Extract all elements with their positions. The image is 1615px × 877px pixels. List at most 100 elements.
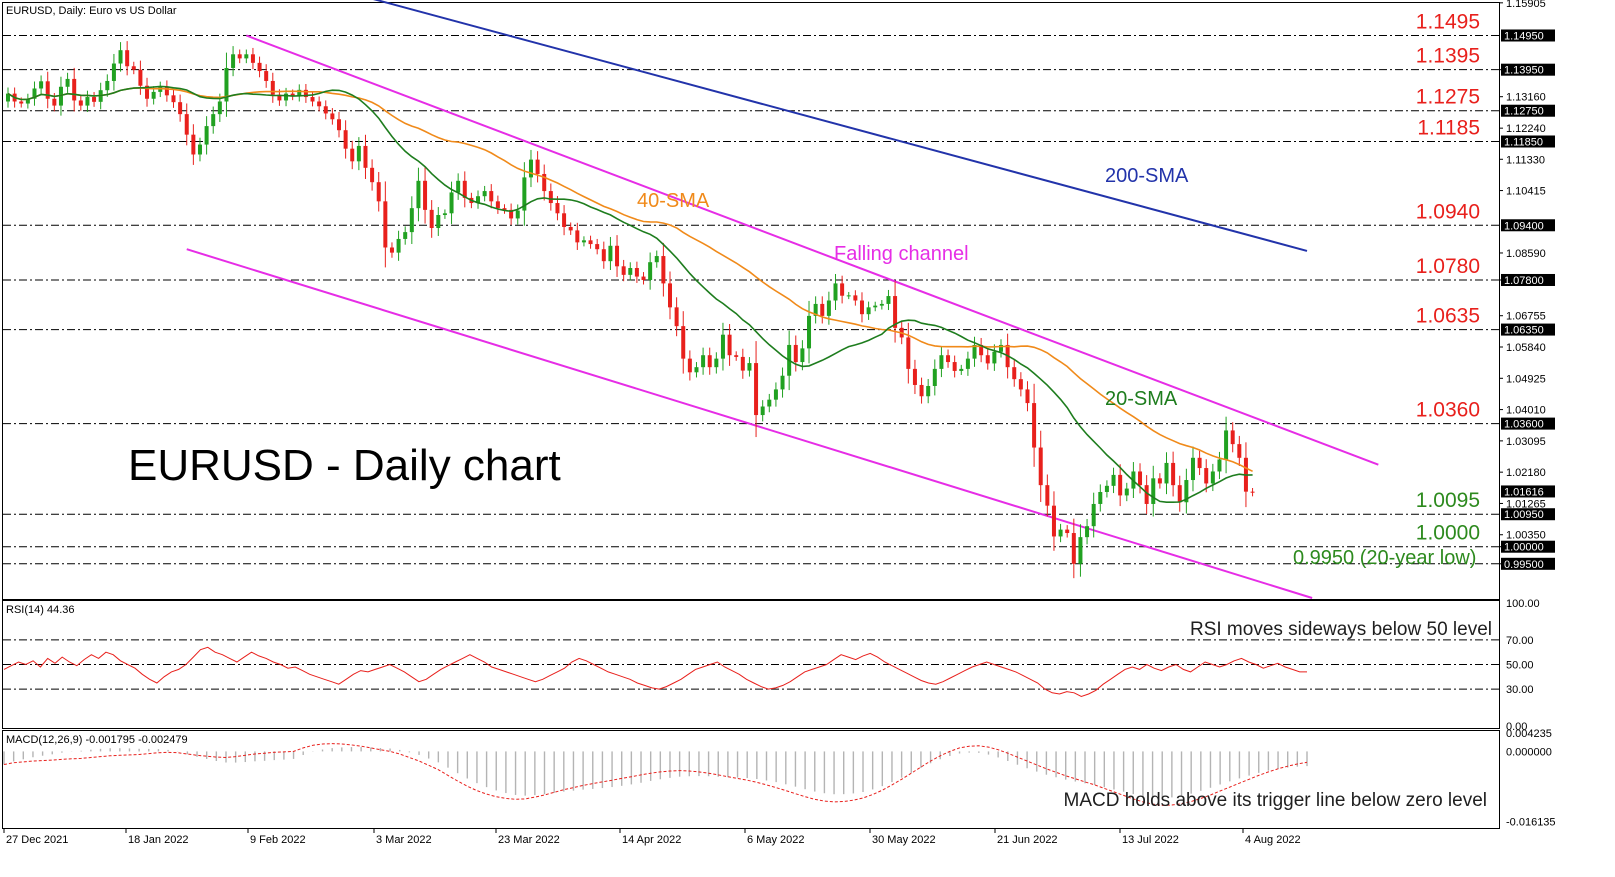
candle-body bbox=[456, 180, 461, 193]
candle-body bbox=[979, 344, 984, 356]
candle-body bbox=[65, 78, 70, 87]
candle-body bbox=[317, 101, 322, 107]
candle-body bbox=[1058, 529, 1063, 537]
candle-body bbox=[343, 130, 348, 149]
level-tag-bg bbox=[1501, 29, 1555, 42]
candle-body bbox=[45, 81, 50, 99]
level-tag-text: 1.00950 bbox=[1504, 509, 1544, 521]
candle-body bbox=[1138, 471, 1143, 486]
level-tag-bg bbox=[1501, 63, 1555, 76]
candle-body bbox=[330, 113, 335, 120]
candle-body bbox=[515, 210, 520, 219]
candle-body bbox=[965, 358, 970, 369]
level-tag-text: 1.13950 bbox=[1504, 65, 1544, 77]
candle-body bbox=[1164, 462, 1169, 484]
candle-body bbox=[813, 303, 818, 316]
price-tick-label: 1.05840 bbox=[1506, 342, 1546, 354]
time-tick-label: 6 May 2022 bbox=[747, 834, 804, 846]
time-tick-label: 4 Aug 2022 bbox=[1245, 834, 1301, 846]
candle-body bbox=[999, 344, 1003, 352]
candle-body bbox=[257, 62, 262, 72]
candle-body bbox=[1217, 459, 1222, 472]
sma200-line bbox=[373, 0, 1308, 252]
price-tick-label: 1.08590 bbox=[1506, 248, 1546, 260]
candle-body bbox=[826, 300, 831, 316]
candle-body bbox=[370, 167, 375, 183]
candle-body bbox=[668, 283, 672, 308]
candle-body bbox=[687, 358, 692, 373]
candle-body bbox=[707, 355, 712, 368]
candle-body bbox=[197, 144, 202, 155]
level-label: 1.0780 bbox=[1416, 255, 1480, 278]
time-tick-label: 30 May 2022 bbox=[872, 834, 936, 846]
price-tick-label: 1.06755 bbox=[1506, 311, 1546, 323]
candle-body bbox=[1012, 367, 1017, 380]
candle-body bbox=[1190, 457, 1195, 481]
candle-body bbox=[462, 180, 467, 198]
candle-body bbox=[926, 385, 931, 397]
level-label: 1.1395 bbox=[1416, 45, 1480, 68]
candle-body bbox=[588, 240, 593, 245]
candle-body bbox=[555, 203, 560, 214]
time-tick-label: 18 Jan 2022 bbox=[128, 834, 189, 846]
candle-body bbox=[211, 114, 216, 127]
channel-lower-line bbox=[186, 248, 1313, 599]
candle-body bbox=[820, 303, 825, 316]
candle-body bbox=[217, 101, 222, 115]
falling-channel bbox=[186, 34, 1379, 599]
candle-body bbox=[118, 50, 123, 64]
candle-body bbox=[634, 268, 639, 277]
candle-body bbox=[1250, 491, 1255, 493]
candle-body bbox=[270, 80, 275, 95]
candle-body bbox=[1085, 526, 1090, 538]
candle-body bbox=[1071, 533, 1076, 564]
rsi-title: RSI(14) 44.36 bbox=[6, 604, 74, 616]
candle-body bbox=[1171, 462, 1176, 486]
candle-body bbox=[615, 245, 620, 267]
level-tag-text: 1.12750 bbox=[1504, 106, 1544, 118]
candle-body bbox=[1230, 430, 1235, 445]
candle-body bbox=[290, 93, 295, 97]
candle-body bbox=[323, 106, 328, 114]
candle-body bbox=[416, 180, 421, 209]
candle-body bbox=[581, 240, 586, 243]
candle-body bbox=[138, 69, 143, 86]
level-label: 1.0635 bbox=[1416, 305, 1480, 328]
candle-body bbox=[608, 245, 613, 262]
candle-body bbox=[403, 232, 408, 239]
rsi-panel-frame bbox=[2, 600, 1500, 729]
candle-body bbox=[1124, 488, 1129, 496]
candle-body bbox=[846, 295, 851, 297]
candle-body bbox=[429, 209, 434, 229]
candle-body bbox=[1018, 379, 1023, 390]
time-tick-label: 9 Feb 2022 bbox=[250, 834, 306, 846]
candle-body bbox=[780, 375, 785, 390]
candle-body bbox=[1210, 471, 1215, 484]
candle-body bbox=[628, 268, 633, 275]
candle-body bbox=[879, 303, 884, 306]
price-tick-label: 1.02180 bbox=[1506, 467, 1546, 479]
level-tag-text: 0.99500 bbox=[1504, 559, 1544, 571]
candle-body bbox=[19, 101, 24, 104]
sma40-label: 40-SMA bbox=[637, 190, 710, 212]
level-tag-bg bbox=[1501, 417, 1555, 430]
candle-body bbox=[648, 262, 653, 280]
candle-body bbox=[389, 247, 394, 253]
candle-body bbox=[1177, 485, 1182, 503]
price-tick-label: 1.01265 bbox=[1506, 498, 1546, 510]
level-label: 1.1185 bbox=[1417, 116, 1480, 139]
candle-body bbox=[39, 81, 44, 89]
candle-body bbox=[952, 362, 957, 371]
candle-body bbox=[6, 93, 10, 102]
candle-body bbox=[932, 368, 937, 386]
level-label: 1.1495 bbox=[1416, 10, 1480, 33]
candle-body bbox=[1065, 529, 1070, 534]
candle-body bbox=[383, 201, 388, 248]
candle-body bbox=[1078, 537, 1083, 564]
level-tag-text: 1.14950 bbox=[1504, 30, 1544, 42]
candle-body bbox=[164, 86, 169, 96]
candle-body bbox=[800, 348, 805, 363]
candle-body bbox=[502, 208, 507, 210]
current-price-tag-bg bbox=[1501, 485, 1555, 498]
